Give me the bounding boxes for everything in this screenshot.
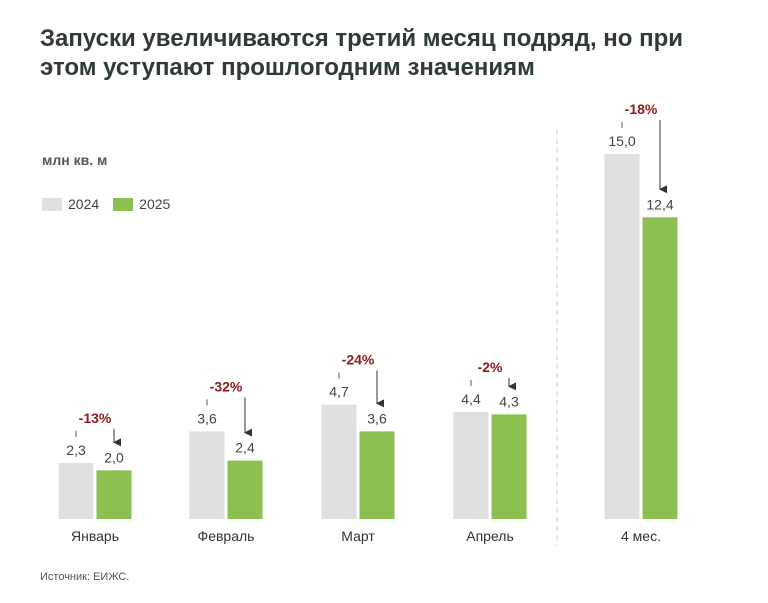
category-label: Февраль: [198, 528, 255, 544]
change-percent: -2%: [478, 359, 503, 375]
change-percent: -24%: [342, 352, 375, 368]
chart-title-line-2: этом уступают прошлогодним значениям: [40, 54, 535, 81]
bar-2025: [491, 414, 527, 519]
bar-2024: [604, 154, 640, 519]
value-label-2025: 2,4: [235, 440, 255, 456]
bar-2025: [96, 470, 132, 519]
legend-label-2024: 2024: [68, 196, 100, 212]
legend-label-2025: 2025: [139, 196, 171, 212]
change-percent: -32%: [210, 378, 243, 394]
category-label: Март: [341, 528, 375, 544]
legend-swatch-2025: [113, 197, 134, 211]
change-percent: -18%: [625, 101, 658, 117]
value-label-2025: 2,0: [104, 449, 124, 465]
legend: 2024 2025: [42, 196, 184, 212]
legend-item-2024: 2024: [42, 196, 99, 212]
value-label-2024: 4,7: [329, 384, 349, 400]
chart-title-line-1: Запуски увеличиваются третий месяц подря…: [40, 25, 684, 52]
bar-2024: [58, 463, 94, 519]
chart-title: Запуски увеличиваются третий месяц подря…: [40, 24, 740, 82]
bar-2025: [359, 431, 395, 519]
legend-swatch-2024: [42, 197, 62, 211]
change-percent: -13%: [79, 410, 112, 426]
value-label-2025: 3,6: [367, 410, 387, 426]
bar-2024: [453, 411, 489, 519]
bar-2024: [321, 404, 357, 519]
bar-2024: [189, 431, 225, 519]
value-label-2024: 3,6: [197, 410, 217, 426]
bar-2025: [227, 460, 263, 519]
value-label-2025: 4,3: [499, 393, 519, 409]
bar-2025: [642, 217, 678, 519]
unit-label: млн кв. м: [42, 152, 108, 168]
source-note: Источник: ЕИЖС.: [40, 571, 130, 583]
category-label: 4 мес.: [621, 528, 661, 544]
category-label: Январь: [71, 528, 119, 544]
value-label-2025: 12,4: [646, 196, 673, 212]
category-label: Апрель: [466, 528, 514, 544]
value-label-2024: 4,4: [461, 391, 481, 407]
value-label-2024: 2,3: [66, 442, 86, 458]
value-label-2024: 15,0: [608, 133, 635, 149]
legend-item-2025: 2025: [113, 196, 170, 212]
